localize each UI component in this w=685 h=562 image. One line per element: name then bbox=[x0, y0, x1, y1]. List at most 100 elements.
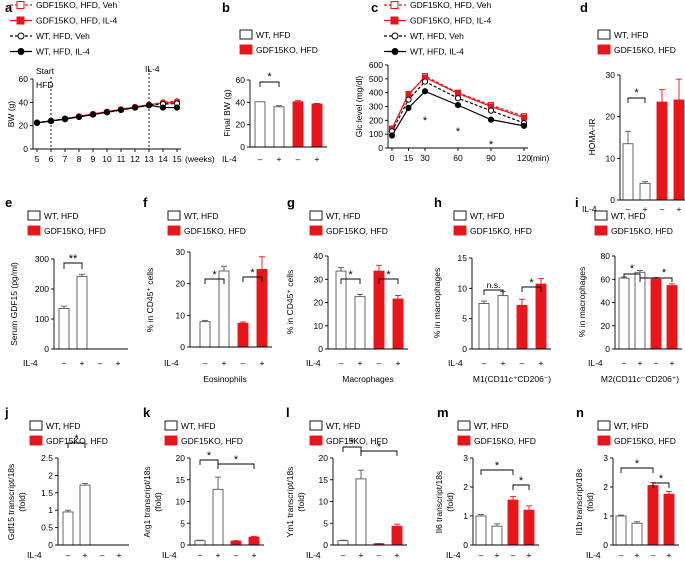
x-tick-label: 90 bbox=[486, 153, 496, 163]
legend-label-e: WT, HFD bbox=[44, 211, 78, 221]
data-point-c bbox=[421, 88, 429, 95]
y-tick-label: 0.5 bbox=[41, 523, 53, 533]
il4-sign-i: + bbox=[638, 358, 643, 368]
sig-star: * bbox=[635, 458, 640, 470]
sig-star: * bbox=[456, 126, 461, 138]
il4-sign-b: – bbox=[296, 154, 301, 164]
data-point-c bbox=[487, 107, 495, 114]
il4-annotation: IL-4 bbox=[145, 64, 160, 74]
legend-swatch-d bbox=[597, 44, 611, 55]
bar-g bbox=[392, 298, 404, 350]
il4-sign-n: – bbox=[651, 550, 656, 560]
data-point-a bbox=[117, 106, 125, 114]
legend-label-n: GDF15KO, HFD bbox=[614, 436, 676, 446]
y-label-f: % in CD45⁺ cells bbox=[145, 268, 155, 332]
y-tick-label: 10 bbox=[606, 153, 616, 163]
legend-label-a: GDF15KO, HFD, IL-4 bbox=[36, 16, 118, 26]
bar-l bbox=[337, 540, 349, 546]
y-tick-label: 0 bbox=[48, 540, 53, 550]
y-tick-label: 10 bbox=[176, 310, 186, 320]
data-point-a bbox=[131, 104, 139, 111]
x-label-f: Eosinophils bbox=[203, 374, 246, 384]
y-tick-label: 3 bbox=[603, 453, 608, 463]
il4-sign-d: – bbox=[626, 204, 631, 214]
x-tick-label: 5 bbox=[35, 154, 40, 164]
legend-marker-c bbox=[390, 1, 399, 9]
il4-sign-h: + bbox=[501, 358, 506, 368]
x-tick-label: 0 bbox=[390, 153, 395, 163]
il4-sign-f: – bbox=[241, 358, 246, 368]
il4-sign-l: + bbox=[395, 550, 400, 560]
sig-star: * bbox=[659, 473, 664, 485]
sig-star: * bbox=[386, 269, 391, 281]
data-point-a bbox=[61, 116, 69, 123]
legend-swatch-i bbox=[594, 210, 608, 221]
legend-label-f: WT, HFD bbox=[184, 211, 218, 221]
panel-label-c: c bbox=[371, 0, 378, 15]
il4-label-h: IL-4 bbox=[448, 358, 463, 368]
sig-star: * bbox=[350, 437, 355, 449]
legend-swatch-n bbox=[597, 420, 611, 431]
legend-marker-a bbox=[16, 1, 25, 9]
bar-f bbox=[199, 321, 211, 348]
panel-label-l: l bbox=[286, 405, 290, 420]
legend-swatch-e bbox=[27, 210, 41, 221]
il4-sign-i: – bbox=[654, 358, 659, 368]
y-label-b: Final BW (g) bbox=[222, 89, 232, 136]
bar-l bbox=[355, 478, 367, 546]
legend-label-c: GDF15KO, HFD, Veh bbox=[410, 0, 492, 10]
legend-swatch-k bbox=[164, 420, 178, 431]
sig-star: * bbox=[634, 87, 639, 99]
legend-label-g: GDF15KO, HFD bbox=[326, 226, 388, 236]
y-label-e: Serum GDF15 (pg/ml) bbox=[9, 262, 19, 346]
bar-b bbox=[273, 106, 285, 148]
il4-sign-h: – bbox=[520, 358, 525, 368]
legend-marker-c bbox=[390, 16, 399, 25]
y-tick-label: 20 bbox=[176, 279, 186, 289]
y-tick-label: 2 bbox=[48, 470, 53, 480]
y-label-fold-k: (fold) bbox=[153, 492, 163, 512]
y-tick-label: 0 bbox=[605, 344, 610, 354]
y-tick-label: 100 bbox=[369, 129, 383, 139]
sig-star: * bbox=[348, 269, 353, 281]
y-tick-label: 40 bbox=[236, 97, 246, 107]
legend-swatch-k bbox=[164, 435, 178, 446]
legend-label-c: WT, HFD, Veh bbox=[410, 31, 464, 41]
bar-n bbox=[615, 515, 627, 546]
bar-d bbox=[622, 143, 634, 201]
sig-bracket bbox=[652, 482, 670, 488]
data-point-c bbox=[454, 102, 462, 109]
y-tick-label: 0 bbox=[180, 342, 185, 352]
legend-label-l: WT, HFD bbox=[326, 421, 360, 431]
bar-l bbox=[391, 525, 403, 546]
bar-f bbox=[237, 322, 249, 348]
il4-sign-k: – bbox=[234, 550, 239, 560]
y-tick-label: 40 bbox=[19, 97, 29, 107]
legend-label-c: GDF15KO, HFD, IL-4 bbox=[410, 16, 492, 26]
il4-sign-f: + bbox=[260, 358, 265, 368]
data-point-a bbox=[173, 104, 181, 111]
sig-bracket bbox=[623, 273, 641, 278]
legend-swatch-h bbox=[453, 225, 467, 236]
data-point-c bbox=[421, 78, 429, 85]
legend-label-g: WT, HFD bbox=[326, 211, 360, 221]
il4-sign-k: + bbox=[252, 550, 257, 560]
y-tick-label: 20 bbox=[601, 321, 611, 331]
bar-k bbox=[230, 540, 242, 546]
legend-swatch-h bbox=[453, 210, 467, 221]
legend-label-b: GDF15KO, HFD bbox=[256, 45, 318, 55]
y-tick-label: 20 bbox=[176, 453, 186, 463]
il4-sign-d: – bbox=[660, 204, 665, 214]
il4-sign-m: – bbox=[479, 550, 484, 560]
data-point-a bbox=[159, 104, 167, 111]
legend-swatch-g bbox=[309, 225, 323, 236]
legend-label-a: WT, HFD, IL-4 bbox=[36, 47, 90, 57]
il4-sign-j: + bbox=[83, 550, 88, 560]
y-tick-label: 15 bbox=[319, 475, 329, 485]
legend-marker-c bbox=[391, 32, 399, 40]
il4-label-n: IL-4 bbox=[586, 550, 601, 560]
il4-sign-k: + bbox=[216, 550, 221, 560]
bar-k bbox=[194, 540, 206, 546]
legend-swatch-m bbox=[457, 420, 471, 431]
sig-star: * bbox=[662, 267, 667, 279]
